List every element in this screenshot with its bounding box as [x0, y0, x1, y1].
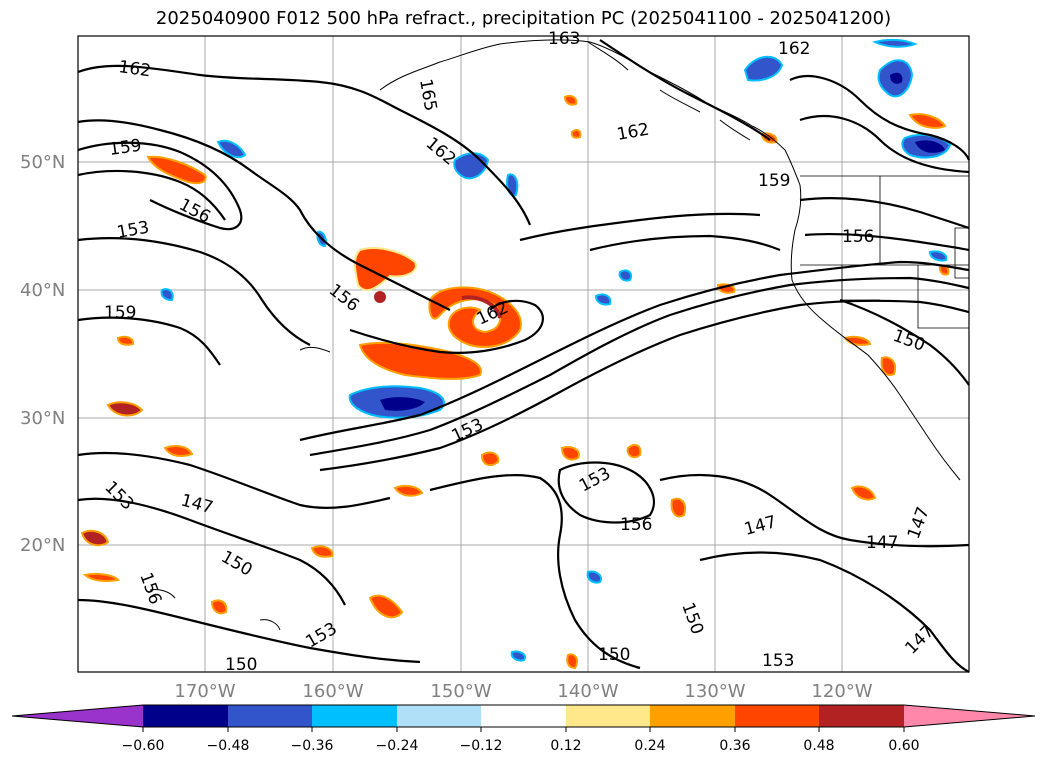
precip-patches: [80, 38, 952, 670]
colorbar-segment: [735, 705, 819, 727]
lon-label: 130°W: [684, 681, 745, 702]
contour-label: 150: [225, 655, 257, 675]
lon-label: 140°W: [557, 681, 618, 702]
contour-label: 162: [117, 57, 152, 81]
colorbar-segment: [397, 705, 481, 727]
colorbar-tick-label: 0.48: [803, 738, 834, 754]
lat-label: 30°N: [20, 408, 65, 429]
lon-label: 120°W: [811, 681, 872, 702]
colorbar-segment: [228, 705, 312, 727]
lon-labels: 170°W 160°W 150°W 140°W 130°W 120°W: [174, 681, 872, 702]
colorbar-segment: [819, 705, 904, 727]
contour-label: 156: [620, 515, 652, 535]
gridlines: [78, 36, 969, 672]
lat-label: 20°N: [20, 535, 65, 556]
lat-label: 40°N: [20, 280, 65, 301]
lat-label: 50°N: [20, 152, 65, 173]
contour-label: 159: [758, 171, 790, 191]
colorbar-tick-label: −0.48: [207, 738, 250, 754]
colorbar-tick-label: −0.36: [291, 738, 334, 754]
colorbar-tick-label: −0.24: [376, 738, 419, 754]
contour-label: 162: [778, 39, 810, 59]
colorbar-segment: [566, 705, 650, 727]
colorbar-extend-high: [904, 705, 1035, 727]
contour-label: 156: [842, 227, 874, 247]
map-title: 2025040900 F012 500 hPa refract., precip…: [155, 8, 892, 29]
colorbar-segment: [650, 705, 735, 727]
lon-label: 150°W: [430, 681, 491, 702]
contours: [77, 39, 971, 673]
colorbar-extend-low: [12, 705, 143, 727]
lat-labels: 50°N 40°N 30°N 20°N: [20, 152, 65, 556]
colorbar: −0.60 −0.48 −0.36 −0.24 −0.12 0.12 0.24 …: [11, 704, 1036, 754]
colorbar-tick-label: −0.12: [460, 738, 503, 754]
lon-label: 170°W: [174, 681, 235, 702]
contour-label: 159: [108, 136, 143, 160]
colorbar-tick-label: 0.24: [634, 738, 665, 754]
colorbar-segment: [143, 705, 228, 727]
colorbar-tick-label: 0.36: [719, 738, 750, 754]
contour-label: 147: [866, 533, 898, 553]
colorbar-segment: [312, 705, 397, 727]
contour-label: 163: [548, 29, 580, 49]
colorbar-tick-label: −0.60: [122, 738, 165, 754]
contour-label: 159: [104, 303, 136, 323]
plot-border: [77, 35, 970, 673]
colorbar-segment: [481, 705, 566, 727]
coastlines: [149, 39, 961, 631]
contour-label: 153: [762, 651, 794, 671]
colorbar-tick-label: 0.12: [550, 738, 581, 754]
colorbar-tick-label: 0.60: [888, 738, 919, 754]
lon-label: 160°W: [302, 681, 363, 702]
contour-label: 150: [598, 645, 630, 665]
